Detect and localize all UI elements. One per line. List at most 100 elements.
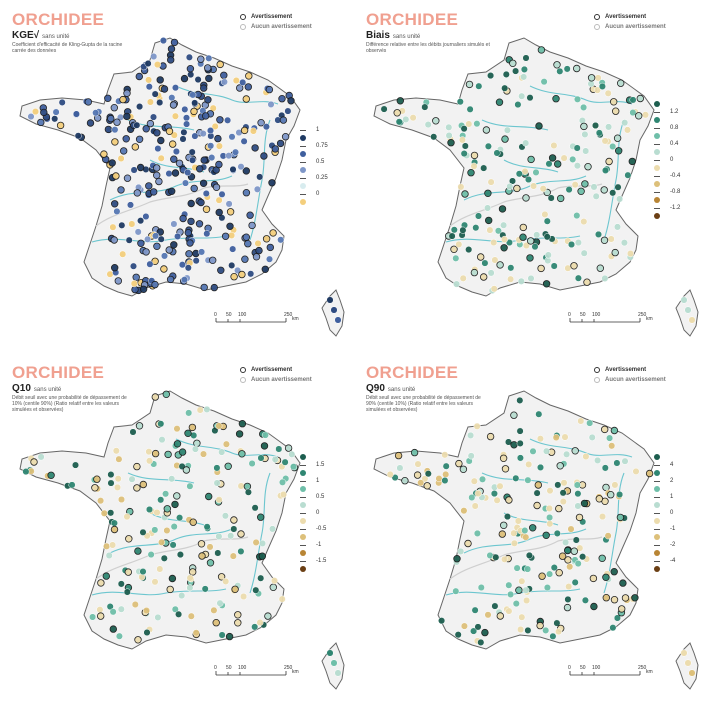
station-point <box>487 178 495 186</box>
station-point <box>555 628 563 636</box>
station-point <box>560 479 568 487</box>
legend-swatch <box>300 550 306 556</box>
station-point <box>594 456 602 464</box>
legend-entry <box>300 469 326 477</box>
station-point <box>616 195 624 203</box>
station-point <box>629 96 637 104</box>
station-point <box>238 450 246 458</box>
station-point <box>189 518 197 526</box>
station-point <box>688 316 696 324</box>
station-point <box>139 480 147 489</box>
station-point <box>284 107 292 115</box>
scale-label: 0 <box>568 312 571 318</box>
station-point <box>91 484 99 492</box>
warning-ring-icon <box>240 367 246 373</box>
legend-entry: -2 <box>654 541 675 549</box>
station-point <box>417 479 425 487</box>
legend-label: -1 <box>316 542 322 548</box>
station-point <box>535 122 543 130</box>
station-point <box>107 471 115 479</box>
station-point <box>242 167 250 175</box>
station-point <box>572 536 580 544</box>
legend-label: 1 <box>670 494 674 500</box>
station-point <box>151 449 160 458</box>
station-point <box>203 230 211 238</box>
station-point <box>510 539 518 547</box>
station-point <box>500 235 509 243</box>
station-point <box>97 497 105 505</box>
station-point <box>619 579 627 587</box>
region-boundary <box>95 536 249 580</box>
station-point <box>493 496 501 504</box>
station-point <box>228 261 236 269</box>
station-point <box>536 435 544 443</box>
station-point <box>257 454 265 462</box>
station-point <box>596 264 604 272</box>
station-point <box>170 241 178 249</box>
metric-description: Différence relative entre les débits jou… <box>366 42 490 54</box>
scale-label: 100 <box>238 665 247 671</box>
station-point <box>145 76 153 84</box>
legend-warning: Avertissement <box>240 367 292 373</box>
scale-unit: km <box>292 669 299 675</box>
station-point <box>522 139 530 147</box>
station-point <box>125 236 133 244</box>
station-point <box>157 235 165 243</box>
legend-entry: 0.5 <box>300 158 328 166</box>
station-point <box>613 614 621 622</box>
station-point <box>228 231 236 239</box>
station-point <box>542 447 551 455</box>
station-point <box>621 457 629 465</box>
legend-label: 1 <box>316 478 320 484</box>
legend-entry: 0 <box>654 509 675 517</box>
legend-warning-label: Avertissement <box>251 14 293 20</box>
station-point <box>151 90 159 98</box>
scale-label: 0 <box>568 665 571 671</box>
station-point <box>240 137 248 145</box>
station-point <box>224 116 232 124</box>
station-point <box>178 261 186 269</box>
station-point <box>208 154 216 162</box>
station-point <box>574 502 582 510</box>
legend-swatch <box>300 183 306 189</box>
no-warning-ring-icon <box>594 24 600 30</box>
scale-label: 100 <box>592 312 601 318</box>
station-point <box>123 588 131 596</box>
station-point <box>159 37 167 45</box>
station-point <box>217 573 226 581</box>
station-point <box>581 596 589 604</box>
station-point <box>581 180 589 188</box>
station-point <box>104 125 113 134</box>
scale-bar <box>215 318 287 323</box>
legend-swatch <box>654 518 660 524</box>
legend-swatch <box>654 197 660 203</box>
station-point <box>235 84 244 92</box>
region-boundary <box>449 183 603 227</box>
station-point <box>330 306 338 314</box>
legend-tick <box>654 207 660 209</box>
legend-entry <box>654 501 675 509</box>
station-point <box>548 154 557 162</box>
station-point <box>213 464 221 472</box>
station-point <box>216 116 224 124</box>
station-point <box>199 179 208 187</box>
station-point <box>533 231 541 239</box>
legend-no-warning-label: Aucun avertissement <box>251 24 312 30</box>
scale-unit: km <box>292 316 299 322</box>
station-point <box>600 425 609 434</box>
station-point <box>241 255 249 263</box>
legend-tick <box>300 560 306 562</box>
station-point <box>72 110 80 118</box>
station-point <box>182 466 191 474</box>
station-point <box>454 631 462 639</box>
station-point <box>410 448 419 457</box>
station-point <box>252 253 261 261</box>
station-point <box>499 521 508 529</box>
station-point <box>680 649 688 657</box>
station-point <box>221 512 229 520</box>
legend-entry <box>654 453 675 461</box>
station-point <box>620 239 628 247</box>
metric-heading: KGE√ sans unité <box>12 30 70 41</box>
color-legend: 4 2 1 0 -1 -2 -4 <box>654 453 675 573</box>
station-point <box>473 422 481 430</box>
